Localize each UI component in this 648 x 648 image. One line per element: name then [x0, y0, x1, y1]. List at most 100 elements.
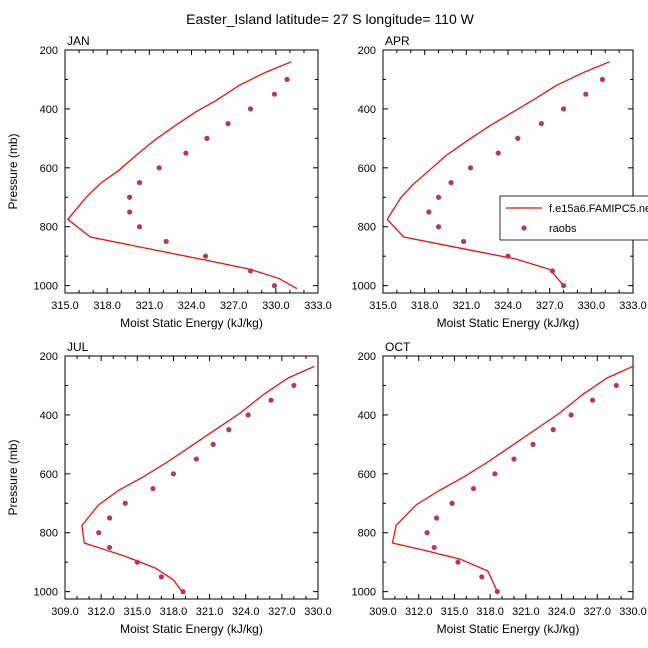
- raobs-point: [470, 485, 477, 492]
- raobs-point: [136, 179, 143, 186]
- y-tick-label: 400: [40, 410, 58, 422]
- raobs-point: [225, 121, 231, 127]
- raobs-point: [193, 456, 199, 462]
- x-tick-label: 315.0: [124, 606, 152, 618]
- x-tick-label: 324.0: [178, 300, 206, 312]
- panel-label: OCT: [385, 340, 411, 354]
- raobs-point: [122, 500, 128, 506]
- raobs-point: [180, 589, 186, 595]
- model-series-line: [386, 61, 610, 287]
- x-tick-label: 330.0: [578, 300, 606, 312]
- x-tick-label: 318.0: [476, 606, 504, 618]
- raobs-point: [426, 209, 432, 215]
- raobs-point: [183, 150, 189, 156]
- raobs-point: [495, 150, 501, 156]
- raobs-point: [127, 209, 133, 215]
- y-tick-label: 800: [358, 528, 376, 540]
- y-axis-title: Pressure (mb): [6, 133, 20, 209]
- raobs-point: [424, 530, 430, 536]
- raobs-point: [163, 238, 169, 245]
- raobs-point: [435, 194, 442, 200]
- raobs-point: [127, 194, 133, 200]
- raobs-point: [106, 515, 113, 521]
- raobs-point: [226, 427, 232, 433]
- raobs-point: [455, 559, 461, 565]
- raobs-point: [268, 397, 274, 403]
- raobs-point: [583, 91, 589, 97]
- y-tick-label: 600: [358, 163, 376, 175]
- x-tick-label: 321.0: [453, 300, 481, 312]
- raobs-point: [156, 165, 162, 171]
- y-tick-label: 800: [40, 222, 58, 234]
- x-axis-title: Moist Static Energy (kJ/kg): [120, 622, 263, 636]
- y-tick-label: 400: [358, 104, 376, 116]
- y-tick-label: 600: [40, 163, 58, 175]
- y-tick-label: 800: [358, 222, 376, 234]
- raobs-point: [448, 179, 454, 186]
- x-tick-label: 318.0: [160, 606, 188, 618]
- raobs-point: [202, 253, 209, 259]
- raobs-point: [494, 589, 500, 595]
- x-tick-label: 327.0: [220, 300, 248, 312]
- x-tick-label: 315.0: [441, 606, 469, 618]
- y-tick-label: 200: [358, 351, 376, 363]
- panel-label: APR: [385, 34, 410, 48]
- x-tick-label: 312.0: [405, 606, 433, 618]
- raobs-point: [433, 515, 440, 521]
- x-tick-label: 330.0: [262, 300, 290, 312]
- model-series-line: [391, 365, 634, 592]
- raobs-point: [210, 441, 216, 447]
- raobs-point: [247, 268, 254, 274]
- raobs-point: [560, 106, 567, 112]
- x-tick-label: 324.0: [494, 300, 522, 312]
- plot-frame: [382, 355, 634, 600]
- y-tick-label: 800: [40, 528, 58, 540]
- y-axis-title: Pressure (mb): [6, 439, 20, 515]
- raobs-point: [106, 544, 113, 551]
- model-series-line: [81, 365, 315, 594]
- x-tick-label: 321.0: [136, 300, 164, 312]
- model-series-line: [66, 61, 298, 290]
- raobs-point: [449, 500, 455, 506]
- raobs-point: [245, 412, 251, 418]
- raobs-point: [136, 224, 143, 230]
- x-tick-label: 309.0: [51, 606, 79, 618]
- raobs-point: [460, 238, 467, 245]
- y-tick-label: 400: [358, 410, 376, 422]
- y-tick-label: 400: [40, 104, 58, 116]
- x-tick-label: 315.0: [51, 300, 79, 312]
- x-axis-title: Moist Static Energy (kJ/kg): [437, 316, 580, 330]
- y-tick-label: 600: [358, 469, 376, 481]
- y-tick-label: 200: [40, 351, 58, 363]
- legend-box: [499, 195, 648, 241]
- x-tick-label: 309.0: [369, 606, 397, 618]
- y-tick-label: 1000: [34, 587, 58, 599]
- raobs-point: [568, 412, 574, 418]
- raobs-point: [96, 530, 102, 536]
- x-tick-label: 330.0: [619, 606, 647, 618]
- y-tick-label: 600: [40, 469, 58, 481]
- x-axis-title: Moist Static Energy (kJ/kg): [120, 316, 263, 330]
- raobs-point: [505, 253, 511, 259]
- figure-title: Easter_Island latitude= 27 S longitude= …: [186, 11, 474, 27]
- x-tick-label: 330.0: [304, 606, 332, 618]
- raobs-point: [549, 268, 556, 274]
- raobs-point: [538, 121, 544, 127]
- y-tick-label: 1000: [34, 281, 58, 293]
- chart-panel: [64, 49, 319, 294]
- y-tick-label: 200: [358, 45, 376, 57]
- raobs-point: [530, 441, 536, 447]
- y-tick-label: 200: [40, 45, 58, 57]
- x-axis-title: Moist Static Energy (kJ/kg): [437, 622, 580, 636]
- raobs-point: [435, 224, 442, 230]
- raobs-point: [599, 76, 606, 83]
- raobs-point: [204, 135, 210, 141]
- x-tick-label: 321.0: [512, 606, 540, 618]
- raobs-point: [291, 382, 297, 389]
- raobs-point: [515, 135, 521, 141]
- legend-label-raobs: raobs: [549, 223, 577, 235]
- raobs-point: [284, 76, 290, 83]
- raobs-point: [492, 471, 498, 477]
- legend-label-model: f.e15a6.FAMIPC5.ne: [549, 203, 648, 215]
